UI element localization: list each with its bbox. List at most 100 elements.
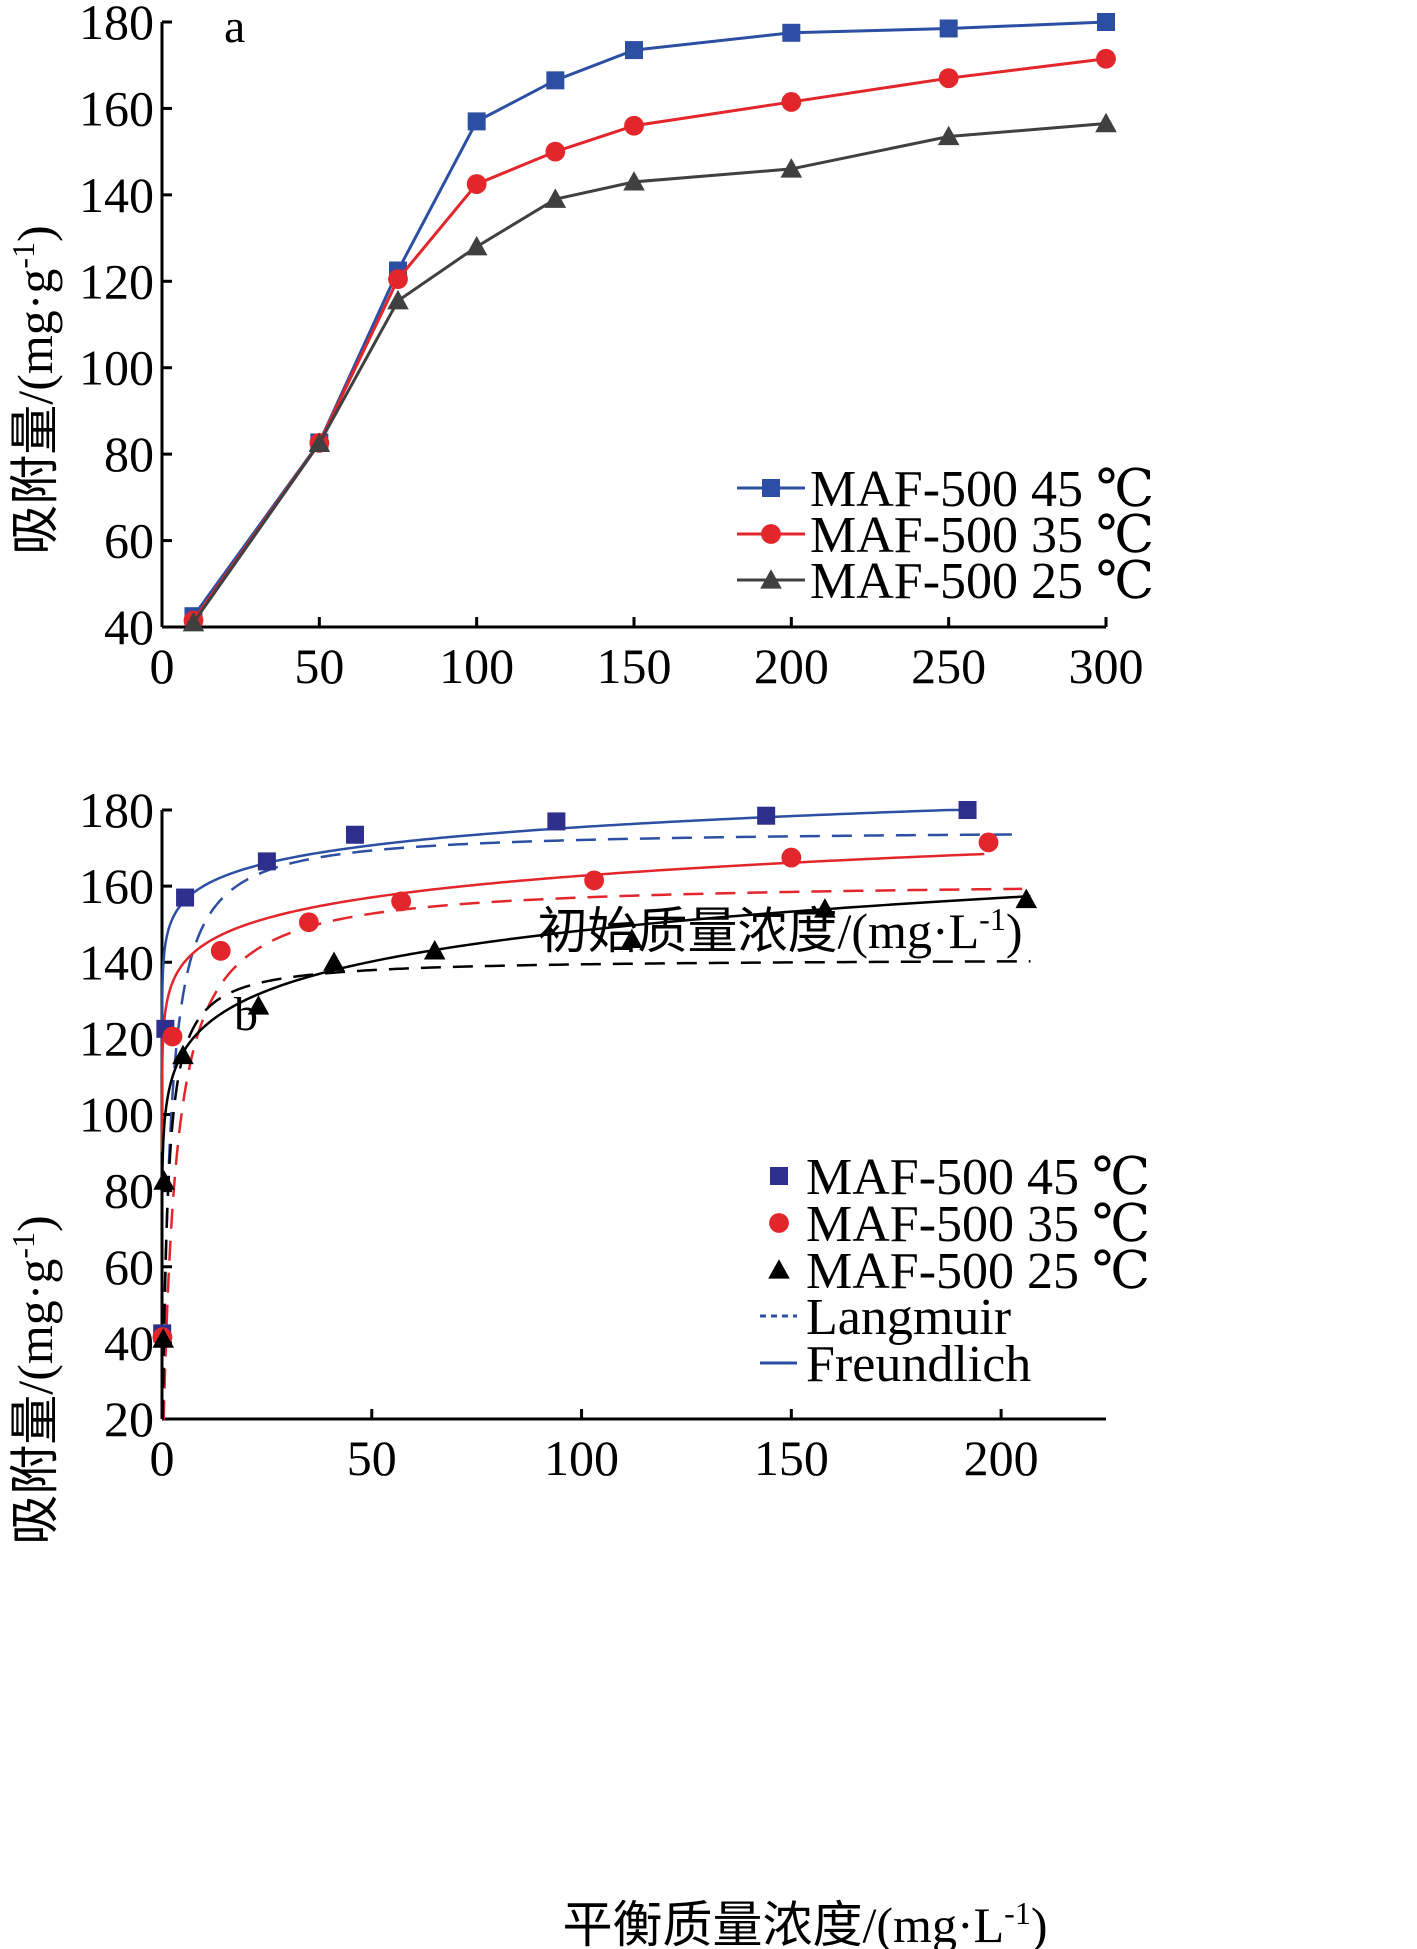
panel-a-y-tick-label: 100 bbox=[79, 340, 154, 396]
panel-b-ticks: 0 50 100 150 200 20 40 60 80 100 120 140 160 180 bbox=[79, 782, 1039, 1486]
panel-a-data-point bbox=[308, 432, 331, 452]
panel-a-x-tick-label: 200 bbox=[754, 638, 829, 694]
panel-b-fit-legend-label: Freundlich bbox=[806, 1336, 1031, 1393]
panel-b-y-tick-label: 60 bbox=[104, 1239, 154, 1295]
panel-b-data-point bbox=[978, 832, 999, 853]
panel-b-y-tick-label: 40 bbox=[104, 1315, 154, 1371]
panel-a-data-point bbox=[466, 174, 487, 194]
panel-b-y-tick-label: 80 bbox=[104, 1163, 154, 1219]
panel-a-data-point bbox=[467, 112, 486, 131]
panel-b-legend-marker bbox=[768, 1259, 790, 1279]
panel-b-y-tick-label: 140 bbox=[79, 934, 154, 990]
panel-b-data-point bbox=[423, 940, 446, 960]
panel-b-legend-label: MAF-500 25 ℃ bbox=[806, 1243, 1150, 1300]
panel-a-data-point bbox=[465, 235, 488, 256]
panel-a-x-tick-label: 250 bbox=[911, 638, 986, 694]
panel-a-data-point bbox=[937, 125, 960, 146]
panel-a-legend-marker bbox=[761, 524, 781, 544]
panel-b-data-point bbox=[152, 1328, 175, 1348]
panel-a-data-point bbox=[939, 19, 958, 38]
panel-b-data-point bbox=[176, 888, 195, 907]
panel-b-data-point bbox=[247, 995, 270, 1015]
panel-b-x-tick-label: 0 bbox=[150, 1430, 175, 1486]
panel-a-y-tick-label: 140 bbox=[79, 167, 154, 223]
panel-b-data-point bbox=[1015, 888, 1038, 909]
panel-b-data-point bbox=[323, 951, 345, 971]
panel-a-data-point bbox=[544, 188, 567, 208]
panel-a-data-point bbox=[1095, 112, 1117, 133]
panel-b-data-point bbox=[257, 852, 276, 871]
panel-b-x-tick-label: 100 bbox=[544, 1430, 619, 1486]
panel-b-data-point bbox=[757, 806, 776, 825]
panel-a-y-tick-label: 60 bbox=[104, 513, 154, 569]
panel-b-data-point bbox=[153, 1170, 175, 1190]
panel-a-x-tick-label: 100 bbox=[439, 638, 514, 694]
freundlich-fit-curve bbox=[160, 808, 968, 1074]
panel-a-data-point bbox=[782, 23, 801, 42]
panel-a-y-tick-label: 120 bbox=[79, 253, 154, 309]
panel-b-data-point bbox=[958, 801, 977, 819]
panel-a-x-axis-label: 初始质量浓度/(mg·L-1) bbox=[538, 901, 1023, 959]
panel-a-data-point bbox=[1096, 48, 1116, 69]
panel-a-data-point bbox=[781, 92, 802, 112]
panel-b-x-tick-label: 150 bbox=[754, 1430, 829, 1486]
panel-a-series bbox=[182, 13, 1117, 632]
panel-b-x-tick-label: 50 bbox=[347, 1430, 397, 1486]
panel-b-chart: 0 50 100 150 200 20 40 60 80 100 120 140 160 180 b MA… bbox=[5, 782, 1150, 1949]
panel-a-chart: 0 50 100 150 200 250 300406080100120140160180 … bbox=[5, 0, 1154, 959]
panel-a-data-point bbox=[780, 158, 803, 178]
freundlich-fit-curve bbox=[160, 852, 985, 1152]
panel-a-x-tick-label: 0 bbox=[150, 638, 175, 694]
panel-a-y-tick-label: 160 bbox=[79, 80, 154, 136]
panel-a-data-point bbox=[624, 115, 644, 136]
panel-a-y-tick-label: 80 bbox=[104, 426, 154, 482]
panel-a-legend-marker bbox=[762, 479, 780, 497]
panel-a-data-point bbox=[546, 71, 565, 90]
panel-b-legend-label: MAF-500 35 ℃ bbox=[806, 1196, 1150, 1253]
panel-b-legend-marker bbox=[769, 1213, 789, 1233]
panel-a-x-tick-label: 50 bbox=[294, 638, 344, 694]
panel-b-data-point bbox=[391, 891, 412, 912]
panel-b-data-point bbox=[621, 928, 643, 949]
langmuir-fit-curve bbox=[161, 960, 1031, 1421]
panel-b-label: b bbox=[234, 988, 258, 1041]
panel-b-y-tick-label: 160 bbox=[79, 858, 154, 914]
panel-a-y-axis-label: 吸附量/(mg·g-1) bbox=[5, 225, 63, 554]
panel-a-y-tick-label: 40 bbox=[104, 599, 154, 655]
panel-b-y-axis-label: 吸附量/(mg·g-1) bbox=[5, 1215, 63, 1544]
panel-b-data-point bbox=[814, 898, 836, 918]
panel-b-legend-marker bbox=[770, 1167, 788, 1185]
panel-b-data-point bbox=[298, 912, 319, 933]
panel-b-data-point bbox=[210, 940, 231, 961]
panel-b-y-tick-label: 20 bbox=[104, 1391, 154, 1447]
panel-a-legend-label: MAF-500 45 ℃ bbox=[810, 461, 1154, 518]
panel-b-data-point bbox=[584, 870, 605, 891]
panel-b-y-tick-label: 100 bbox=[79, 1087, 154, 1143]
panel-a-data-point bbox=[1097, 13, 1115, 31]
langmuir-fit-curve bbox=[161, 833, 1023, 1421]
panel-a-y-tick-label: 180 bbox=[79, 0, 154, 50]
panel-b-x-axis-label: 平衡质量浓度/(mg·L-1) bbox=[563, 1895, 1048, 1949]
panel-b-fit-legend-label: Langmuir bbox=[806, 1289, 1011, 1346]
panel-a-data-point bbox=[182, 611, 205, 632]
panel-a-legend-marker bbox=[760, 569, 782, 589]
panel-b-data-point bbox=[162, 1026, 183, 1047]
panel-b-y-tick-label: 120 bbox=[79, 1010, 154, 1066]
panel-b-series bbox=[152, 801, 1038, 1348]
panel-a-data-point bbox=[388, 269, 408, 290]
panel-a-data-point bbox=[387, 289, 409, 310]
panel-a-data-point bbox=[623, 171, 645, 191]
panel-a-data-point bbox=[545, 141, 566, 162]
panel-b-data-point bbox=[781, 847, 802, 868]
panel-a-legend-label: MAF-500 35 ℃ bbox=[810, 507, 1154, 564]
panel-b-x-tick-label: 200 bbox=[964, 1430, 1039, 1486]
panel-a-label: a bbox=[224, 0, 245, 53]
freundlich-fit-curve bbox=[160, 894, 1031, 1274]
panel-a-data-point bbox=[625, 41, 643, 60]
panel-a-legend-label: MAF-500 25 ℃ bbox=[810, 553, 1154, 610]
panel-a-ticks: 0 50 100 150 200 250 300 40 60 80 100 120 140 160 180 bbox=[79, 0, 1144, 694]
panel-b-data-point bbox=[172, 1044, 194, 1065]
